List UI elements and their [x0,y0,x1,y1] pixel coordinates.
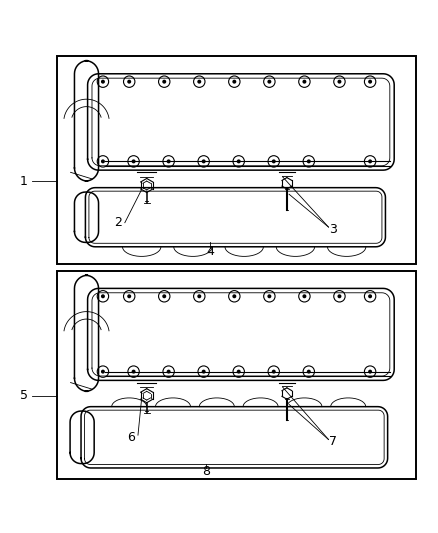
Circle shape [131,159,136,164]
Circle shape [101,294,105,298]
Text: 5: 5 [20,389,28,402]
Circle shape [302,79,307,84]
Circle shape [232,294,237,298]
Circle shape [307,369,311,374]
Text: 8: 8 [202,465,210,478]
Text: 1: 1 [20,175,28,188]
Circle shape [337,79,342,84]
Circle shape [368,159,372,164]
Circle shape [237,159,241,164]
Circle shape [272,369,276,374]
Circle shape [337,294,342,298]
Circle shape [368,79,372,84]
Circle shape [237,369,241,374]
Circle shape [166,159,171,164]
Circle shape [368,294,372,298]
Circle shape [201,159,206,164]
Circle shape [166,369,171,374]
Circle shape [101,369,105,374]
Circle shape [197,79,201,84]
Circle shape [267,79,272,84]
Bar [57,56,416,264]
Circle shape [162,294,166,298]
Text: 3: 3 [329,223,337,236]
Circle shape [201,369,206,374]
Circle shape [127,79,131,84]
Circle shape [302,294,307,298]
Text: 7: 7 [329,435,337,448]
Text: 2: 2 [114,216,122,229]
Text: 6: 6 [127,431,135,444]
Circle shape [232,79,237,84]
Circle shape [197,294,201,298]
Text: 4: 4 [206,245,214,257]
Circle shape [101,159,105,164]
Circle shape [101,79,105,84]
Circle shape [131,369,136,374]
Circle shape [267,294,272,298]
Circle shape [307,159,311,164]
Bar [57,271,416,479]
Circle shape [162,79,166,84]
Circle shape [127,294,131,298]
Circle shape [368,369,372,374]
Circle shape [272,159,276,164]
